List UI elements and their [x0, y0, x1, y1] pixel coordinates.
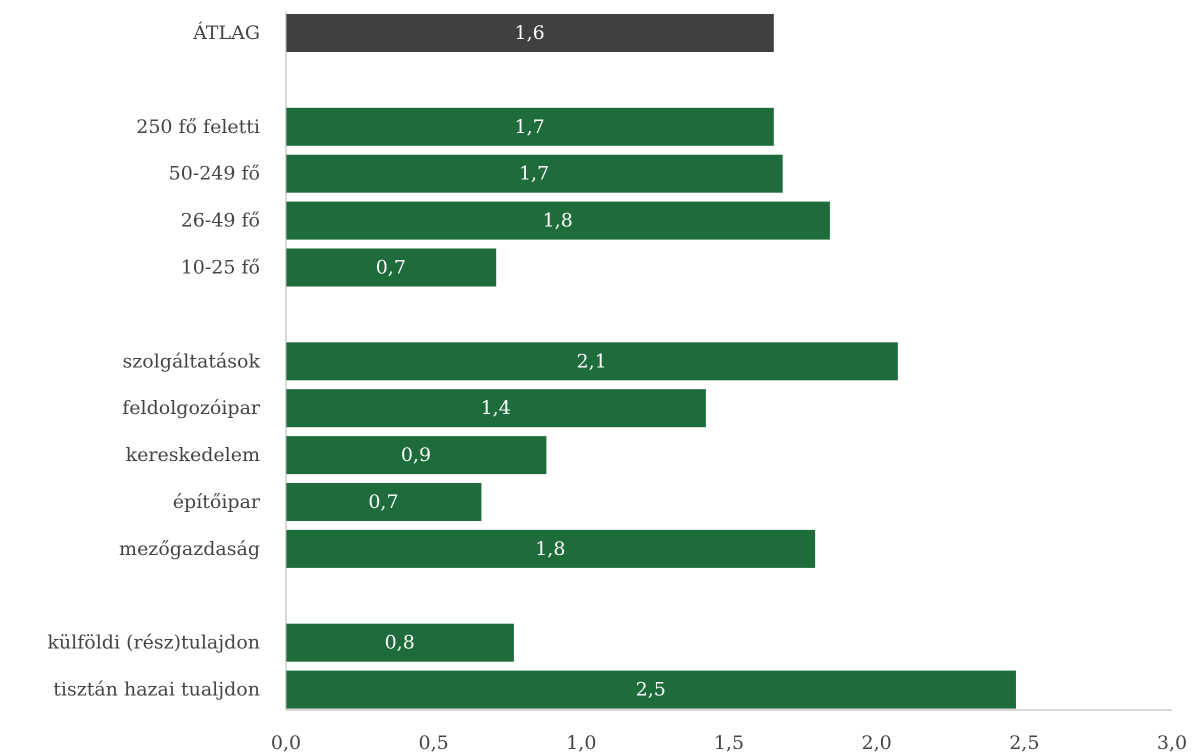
category-label-9: mezőgazdaság: [119, 538, 260, 560]
bar-11: [286, 670, 1016, 709]
category-label-2: 50-249 fő: [169, 163, 260, 185]
x-tick-label-3: 1,5: [714, 732, 744, 754]
x-tick-label-4: 2,0: [862, 732, 892, 754]
x-tick-label-1: 0,5: [419, 732, 449, 754]
category-label-1: 250 fő feletti: [136, 116, 260, 138]
bar-1: [286, 107, 774, 146]
x-tick-label-0: 0,0: [271, 732, 301, 754]
data-label-11: 2,5: [636, 679, 666, 701]
data-label-10: 0,8: [385, 632, 415, 654]
data-label-4: 0,7: [376, 257, 406, 279]
data-label-7: 0,9: [401, 444, 431, 466]
data-label-6: 1,4: [481, 397, 511, 419]
category-label-3: 26-49 fő: [181, 210, 260, 232]
data-label-0: 1,6: [515, 22, 545, 44]
data-label-5: 2,1: [577, 350, 607, 372]
data-label-9: 1,8: [535, 538, 565, 560]
bar-9: [286, 529, 816, 568]
category-label-11: tisztán hazai tualjdon: [53, 679, 260, 701]
bar-8: [286, 483, 482, 521]
x-tick-label-5: 2,5: [1009, 732, 1039, 754]
category-label-10: külföldi (rész)tulajdon: [47, 632, 260, 654]
data-label-8: 0,7: [368, 491, 398, 513]
bar-7: [286, 436, 547, 475]
x-tick-label-2: 1,0: [566, 732, 596, 754]
category-label-6: feldolgozóipar: [122, 397, 261, 419]
category-labels: ÁTLAG 250 fő feletti 50-249 fő 26-49 fő 10-2…: [47, 21, 260, 701]
bar-3: [286, 201, 830, 240]
data-label-2: 1,7: [519, 163, 549, 185]
category-label-7: kereskedelem: [126, 444, 260, 466]
bars-layer: [286, 14, 1016, 709]
category-label-0: ÁTLAG: [192, 21, 260, 44]
bar-5: [286, 342, 898, 381]
bar-6: [286, 389, 706, 428]
x-tick-labels: 0,0 0,5 1,0 1,5 2,0 2,5 3,0: [271, 732, 1187, 754]
bar-0: [286, 14, 774, 52]
data-label-3: 1,8: [543, 210, 573, 232]
category-label-5: szolgáltatások: [123, 350, 261, 372]
axes: [285, 12, 1172, 711]
bar-10: [286, 623, 514, 662]
data-label-1: 1,7: [515, 116, 545, 138]
x-tick-label-6: 3,0: [1157, 732, 1187, 754]
value-labels: 1,6 1,7 1,7 1,8 0,7 2,1 1,4 0,9 0,7 1,8 0,8 2,5: [368, 22, 665, 701]
bar-4: [286, 248, 497, 287]
category-label-8: építőipar: [173, 491, 261, 513]
bar-2: [286, 154, 783, 193]
category-label-4: 10-25 fő: [181, 257, 260, 279]
